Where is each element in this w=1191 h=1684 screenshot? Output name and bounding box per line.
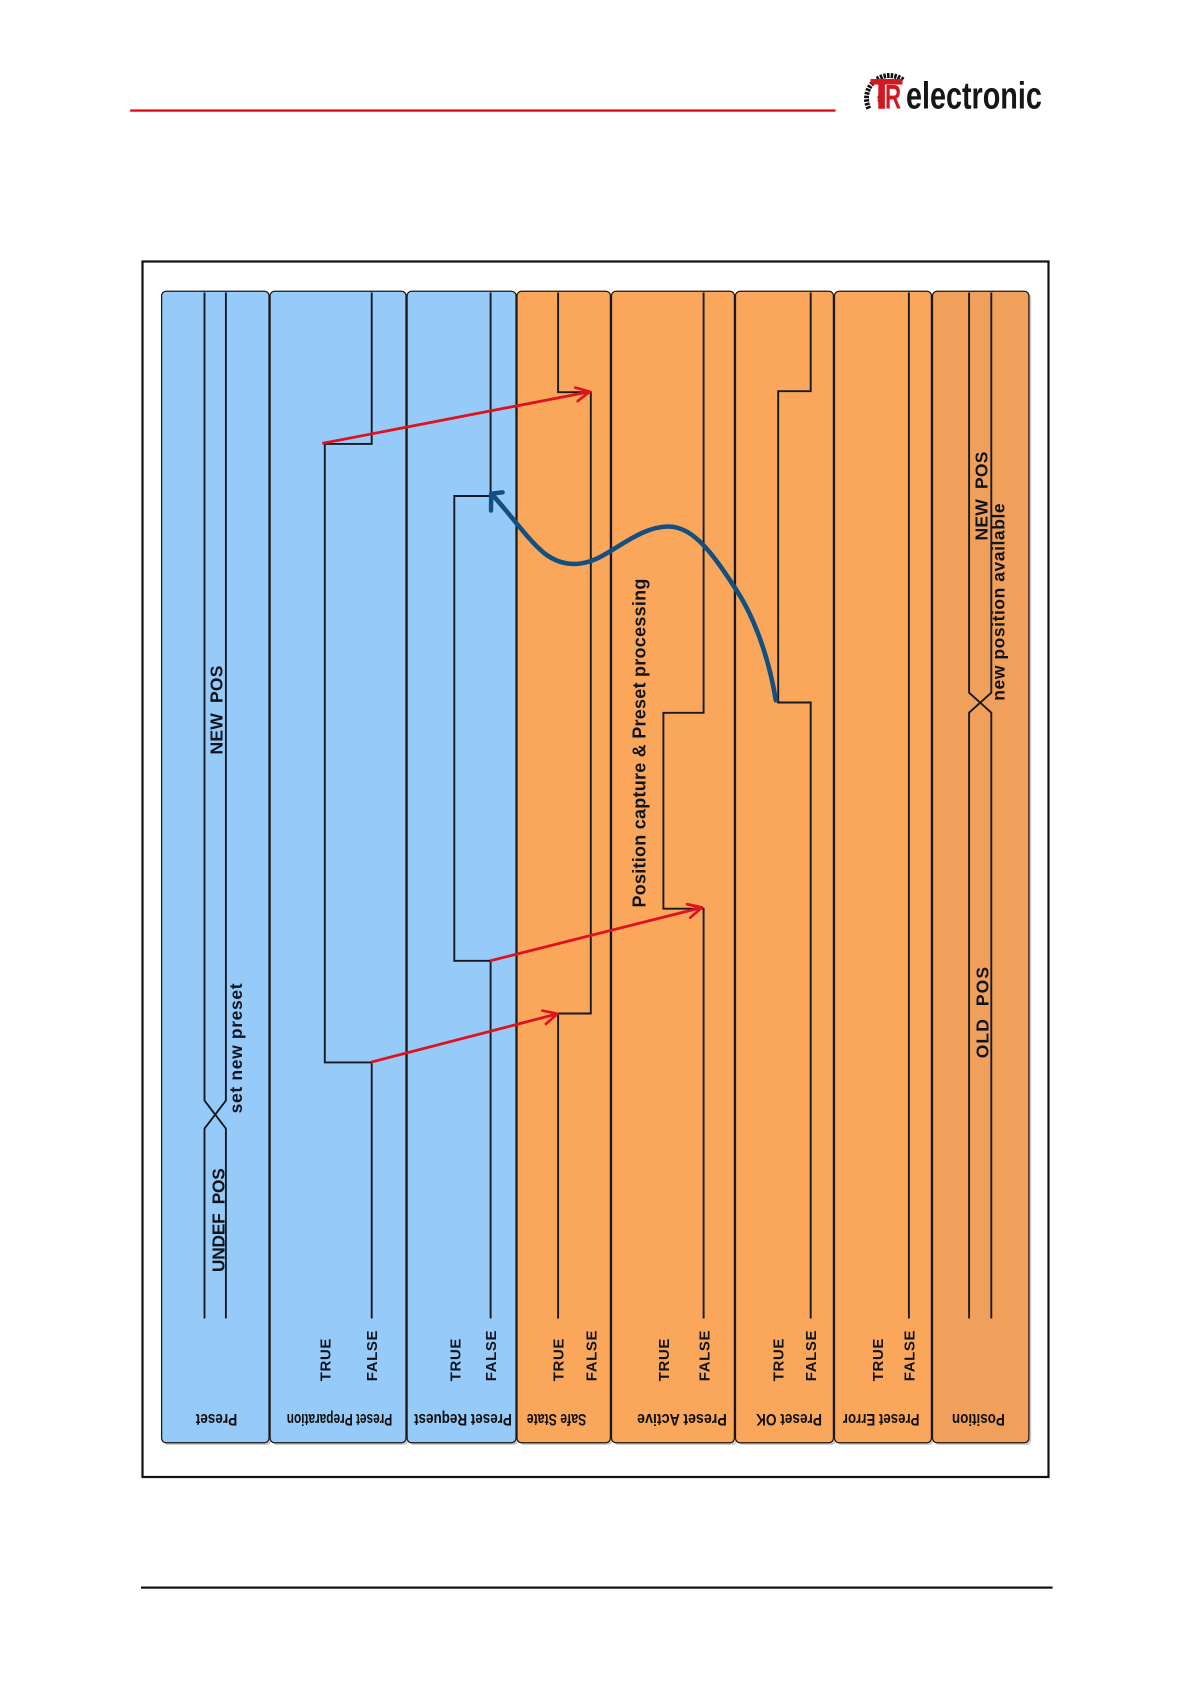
svg-text:Preset: Preset (196, 1409, 238, 1427)
svg-text:FALSE: FALSE (583, 1330, 600, 1381)
svg-text:new position available: new position available (988, 503, 1008, 701)
svg-text:TRUE: TRUE (447, 1338, 464, 1381)
svg-text:FALSE: FALSE (803, 1330, 820, 1381)
svg-text:NEW POS: NEW POS (207, 665, 227, 754)
svg-text:TRUE: TRUE (551, 1338, 568, 1381)
svg-text:Preset Error: Preset Error (843, 1409, 920, 1427)
svg-text:TRUE: TRUE (771, 1338, 788, 1381)
svg-text:Position capture & Preset proc: Position capture & Preset processing (630, 578, 650, 907)
svg-text:Preset OK: Preset OK (756, 1409, 822, 1427)
svg-text:Preset Preparation: Preset Preparation (287, 1409, 393, 1427)
svg-text:Position: Position (952, 1409, 1005, 1426)
svg-text:FALSE: FALSE (901, 1330, 918, 1381)
svg-text:TRUE: TRUE (870, 1338, 887, 1381)
svg-text:TRUE: TRUE (317, 1338, 334, 1381)
svg-text:FALSE: FALSE (696, 1330, 713, 1381)
svg-text:set new preset: set new preset (226, 983, 246, 1114)
svg-text:Safe State: Safe State (527, 1409, 587, 1427)
svg-text:NEW POS: NEW POS (972, 451, 992, 540)
svg-text:Preset Active: Preset Active (637, 1410, 727, 1428)
svg-text:Preset Request: Preset Request (414, 1409, 512, 1426)
svg-text:R: R (885, 79, 901, 117)
svg-text:OLD POS: OLD POS (973, 966, 993, 1058)
svg-text:FALSE: FALSE (364, 1330, 381, 1381)
svg-text:electronic: electronic (906, 75, 1042, 118)
svg-text:TRUE: TRUE (656, 1338, 673, 1381)
svg-text:UNDEF POS: UNDEF POS (209, 1168, 229, 1272)
svg-text:FALSE: FALSE (483, 1330, 500, 1381)
